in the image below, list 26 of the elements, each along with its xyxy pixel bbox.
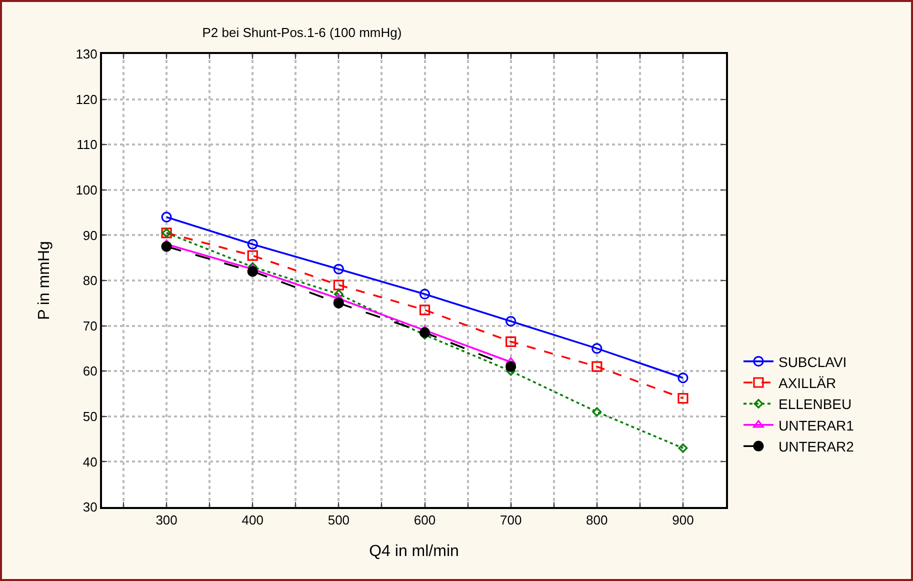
x-axis-title: Q4 in ml/min xyxy=(369,542,459,560)
y-tick-label: 70 xyxy=(82,318,98,334)
x-tick-label: 700 xyxy=(500,512,522,528)
legend-label: ELLENBEU xyxy=(778,396,852,412)
x-tick-label: 300 xyxy=(156,512,178,528)
y-axis-title: P in mmHg xyxy=(36,241,54,320)
y-tick-label: 60 xyxy=(82,364,98,379)
x-tick-label: 800 xyxy=(586,512,608,528)
y-tick-label: 80 xyxy=(82,273,98,288)
x-tick-label: 500 xyxy=(328,512,350,528)
legend-label: AXILLÄR xyxy=(778,374,836,391)
y-tick-label: 30 xyxy=(82,500,98,515)
y-tick-label: 40 xyxy=(82,454,98,470)
x-tick-label: 600 xyxy=(414,512,436,528)
y-tick-label: 50 xyxy=(82,408,98,424)
y-tick-label: 110 xyxy=(76,137,98,152)
y-tick-label: 100 xyxy=(76,182,98,198)
legend-label: SUBCLAVI xyxy=(778,354,847,370)
y-tick-label: 120 xyxy=(76,92,98,107)
legend-label: UNTERAR1 xyxy=(778,417,854,434)
x-tick-label: 400 xyxy=(242,512,264,528)
x-tick-label: 900 xyxy=(672,512,694,528)
y-tick-label: 130 xyxy=(76,46,98,62)
legend-label: UNTERAR2 xyxy=(778,438,854,455)
y-tick-label: 90 xyxy=(82,228,98,243)
chart-title: P2 bei Shunt-Pos.1-6 (100 mmHg) xyxy=(202,25,402,40)
